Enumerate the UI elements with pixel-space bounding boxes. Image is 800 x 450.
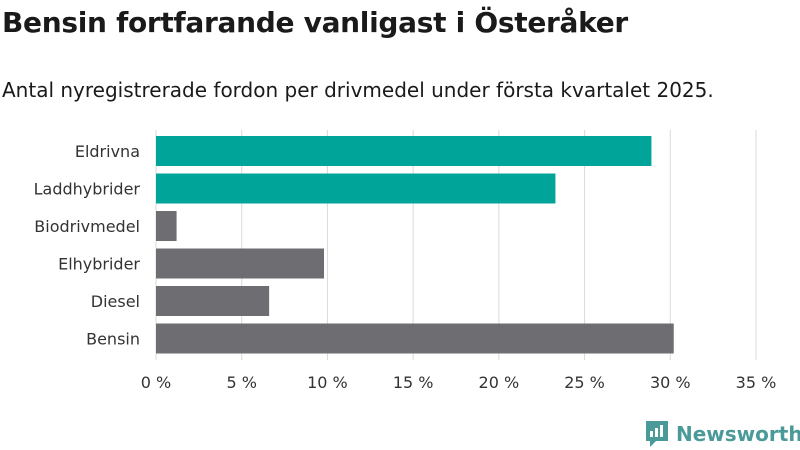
x-tick-label: 5 % [226,373,256,392]
bar-laddhybrider[interactable] [156,173,556,204]
grid-lines [155,130,757,360]
category-label: Laddhybrider [34,180,141,199]
category-label: Diesel [91,292,140,311]
category-labels: Eldrivna Laddhybrider Biodrivmedel Elhybrid… [34,142,141,349]
newsworthy-icon [646,421,668,447]
bar-eldrivna[interactable] [156,136,652,166]
bars [156,136,674,354]
x-tick-label: 30 % [650,373,691,392]
x-tick-label: 10 % [307,373,348,392]
brand-name: Newsworthy [676,422,800,446]
x-tick-label: 20 % [479,373,520,392]
chart-title: Bensin fortfarande vanligast i Österåker [2,6,628,39]
chart-subtitle: Antal nyregistrerade fordon per drivmede… [2,78,714,102]
category-label: Bensin [86,330,140,349]
bar-elhybrider[interactable] [156,248,324,279]
bar-biodrivmedel[interactable] [156,211,177,241]
x-tick-label: 35 % [736,373,777,392]
category-label: Elhybrider [58,255,140,274]
bar-bensin[interactable] [156,323,674,354]
newsworthy-logo[interactable]: Newsworthy [644,419,800,449]
category-label: Eldrivna [75,142,140,161]
x-tick-label: 15 % [393,373,434,392]
category-label: Biodrivmedel [34,217,140,236]
x-tick-label: 0 % [141,373,171,392]
x-tick-label: 25 % [564,373,605,392]
bar-diesel[interactable] [156,286,270,316]
x-axis-ticks: 0 % 5 % 10 % 15 % 20 % 25 % 30 % 35 % [141,373,777,392]
